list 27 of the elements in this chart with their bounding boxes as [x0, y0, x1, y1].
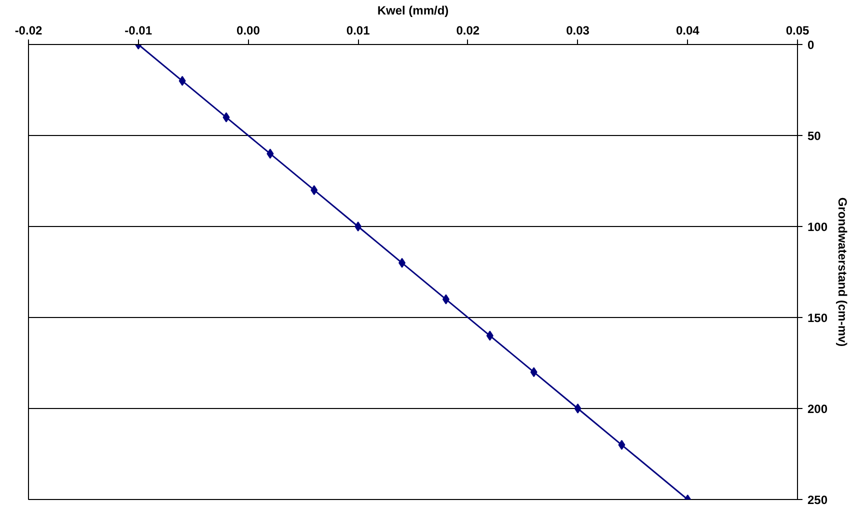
point — [266, 148, 274, 159]
x-tick-label: 0.02 — [456, 24, 480, 38]
y-tick-label: 150 — [808, 311, 828, 325]
point — [486, 330, 494, 341]
point — [178, 76, 186, 86]
point — [530, 367, 538, 378]
x-tick-label: 0.00 — [236, 24, 260, 38]
point — [354, 222, 362, 232]
y-axis-title: Grondwaterstand (cm-mv) — [836, 197, 850, 347]
x-tick-label: -0.02 — [14, 24, 42, 38]
point — [618, 440, 626, 450]
point — [442, 294, 450, 304]
y-tick-label: 250 — [808, 493, 828, 507]
point — [310, 185, 318, 196]
x-tick-label: 0.01 — [346, 24, 370, 38]
x-tick-label: 0.03 — [566, 24, 590, 38]
y-tick-label: 100 — [808, 220, 828, 234]
point — [222, 112, 230, 122]
x-tick-label: -0.01 — [124, 24, 152, 38]
y-tick-label: 0 — [808, 38, 814, 52]
x-tick-label: 0.04 — [676, 24, 700, 38]
y-tick-label: 50 — [808, 129, 822, 143]
x-tick-label: 0.05 — [786, 24, 810, 38]
y-tick-label: 200 — [808, 402, 828, 416]
point — [574, 404, 582, 414]
point — [398, 258, 406, 268]
x-axis-title: Kwel (mm/d) — [377, 4, 449, 18]
